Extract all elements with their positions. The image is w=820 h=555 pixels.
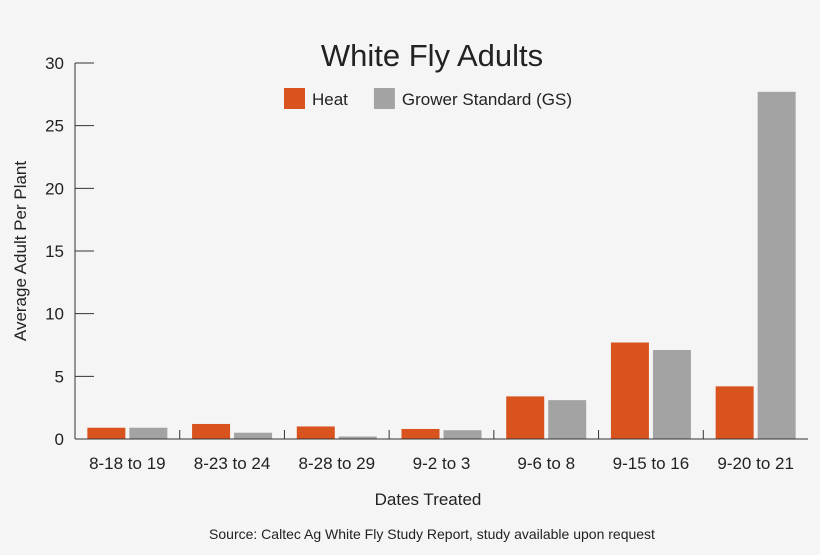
x-axis-label: Dates Treated: [375, 490, 482, 509]
bar-heat: [715, 386, 754, 439]
source-note: Source: Caltec Ag White Fly Study Report…: [209, 526, 655, 542]
chart-title: White Fly Adults: [321, 38, 543, 73]
bar-heat: [401, 428, 440, 439]
y-tick-label: 15: [45, 242, 64, 261]
y-axis-ticks: 0 5 10 15 20 25 30: [45, 54, 94, 449]
x-tick-label: 9-6 to 8: [517, 454, 575, 473]
bar-grower-standard: [443, 430, 482, 439]
y-axis-label: Average Adult Per Plant: [11, 161, 30, 341]
legend-label: Grower Standard (GS): [402, 90, 572, 109]
y-tick-label: 20: [45, 179, 64, 198]
y-tick-label: 10: [45, 305, 64, 324]
x-tick-label: 8-18 to 19: [89, 454, 166, 473]
x-axis-ticks: 8-18 to 19 8-23 to 24 8-28 to 29 9-2 to 3 9-…: [89, 430, 794, 473]
bar-grower-standard: [757, 91, 796, 440]
legend: Heat Grower Standard (GS): [284, 88, 572, 109]
legend-label: Heat: [312, 90, 348, 109]
bars: [87, 91, 796, 440]
x-tick-label: 9-15 to 16: [613, 454, 690, 473]
bar-grower-standard: [129, 427, 168, 439]
bar-heat: [610, 342, 649, 439]
bar-grower-standard: [338, 436, 377, 439]
legend-swatch: [373, 88, 395, 109]
x-tick-label: 9-20 to 21: [717, 454, 794, 473]
bar-heat: [296, 426, 335, 439]
bar-heat: [192, 423, 231, 439]
x-tick-label: 8-28 to 29: [299, 454, 376, 473]
x-tick-label: 8-23 to 24: [194, 454, 271, 473]
bar-grower-standard: [234, 432, 273, 439]
y-tick-label: 0: [55, 430, 64, 449]
bar-heat: [87, 427, 126, 439]
y-tick-label: 25: [45, 117, 64, 136]
bar-grower-standard: [548, 400, 587, 439]
bar-grower-standard: [652, 350, 691, 439]
legend-swatch: [284, 88, 305, 109]
y-tick-label: 30: [45, 54, 64, 73]
bar-heat: [506, 396, 545, 439]
x-tick-label: 9-2 to 3: [413, 454, 471, 473]
y-tick-label: 5: [55, 367, 64, 386]
